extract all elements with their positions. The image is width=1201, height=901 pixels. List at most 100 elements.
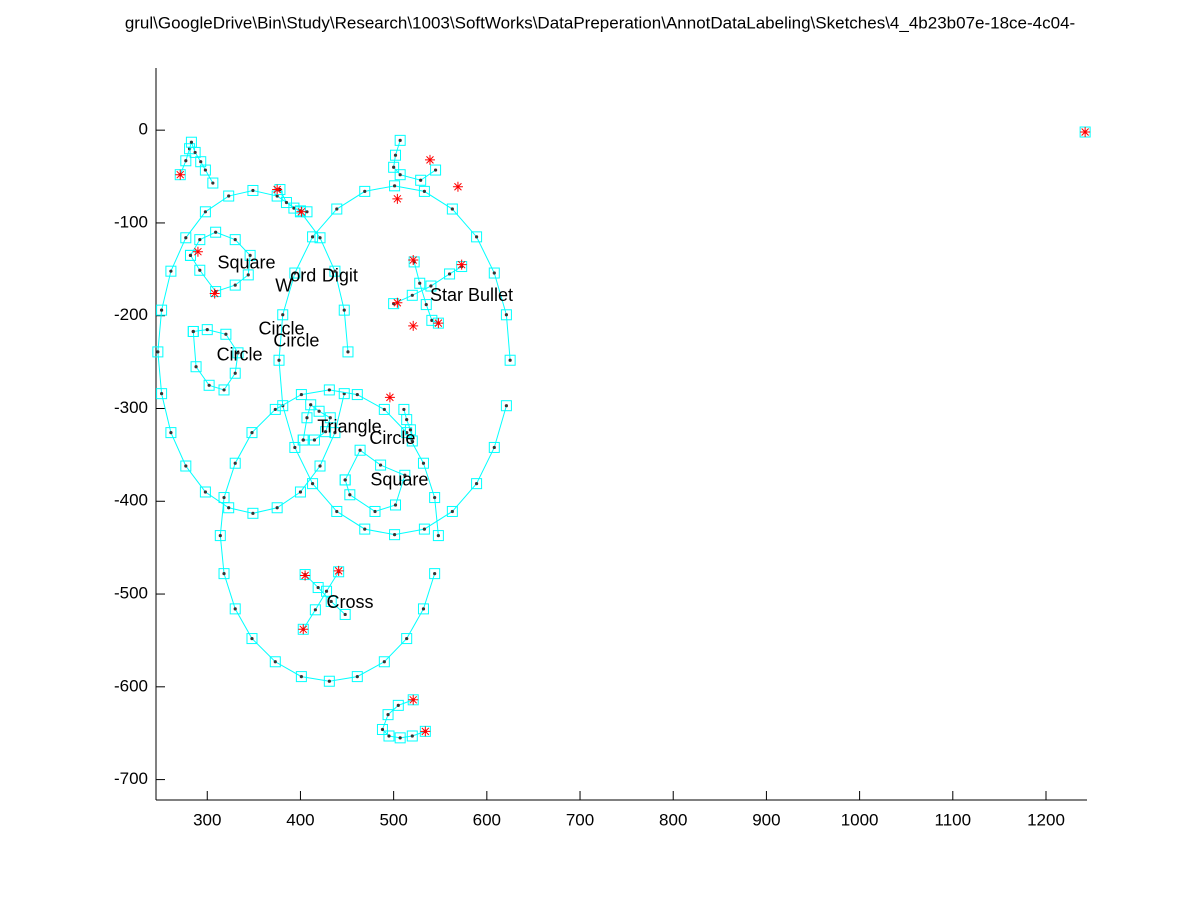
stroke-point bbox=[218, 492, 230, 504]
corner-point bbox=[424, 154, 435, 165]
annotation: Cross bbox=[327, 592, 374, 612]
corner-point bbox=[296, 206, 307, 217]
stroke-dot bbox=[343, 612, 347, 617]
stroke-point bbox=[223, 190, 235, 202]
stroke-point bbox=[187, 325, 199, 337]
stroke-dot bbox=[198, 238, 202, 242]
stroke-dot bbox=[421, 461, 426, 465]
stroke-point bbox=[307, 478, 319, 490]
corners bbox=[175, 127, 1091, 737]
stroke-line bbox=[302, 571, 340, 630]
stroke-point bbox=[331, 203, 343, 215]
stroke-dot bbox=[169, 269, 173, 273]
stroke-dot bbox=[392, 165, 396, 169]
stroke-dot bbox=[327, 679, 331, 683]
stroke-dot bbox=[305, 210, 309, 214]
stroke-point bbox=[314, 232, 326, 244]
stroke-dot bbox=[504, 404, 509, 408]
stroke-point bbox=[339, 474, 351, 486]
annotation: Triangle bbox=[317, 417, 381, 437]
stroke-dot bbox=[342, 308, 346, 312]
stroke-point bbox=[229, 457, 241, 469]
stroke-dot bbox=[312, 438, 317, 442]
stroke-dot bbox=[159, 392, 164, 396]
stroke-point bbox=[229, 234, 241, 246]
stroke-point bbox=[417, 603, 429, 615]
stroke-dot bbox=[250, 431, 254, 435]
stroke-dot bbox=[316, 585, 320, 590]
annotation: ord bbox=[290, 265, 316, 285]
stroke-point bbox=[199, 206, 211, 218]
stroke-point bbox=[242, 269, 254, 281]
stroke-point bbox=[389, 180, 401, 192]
stroke-dot bbox=[227, 506, 231, 510]
stroke-point bbox=[189, 146, 201, 158]
chart-title: grul\GoogleDrive\Bin\Study\Research\1003… bbox=[125, 13, 1075, 32]
stroke-point bbox=[351, 389, 363, 401]
stroke-dot bbox=[433, 572, 437, 576]
stroke-point bbox=[324, 412, 336, 424]
stroke-point bbox=[401, 427, 413, 439]
stroke-dot bbox=[293, 271, 297, 275]
stroke-dot bbox=[207, 383, 211, 387]
stroke-point bbox=[500, 400, 512, 412]
corner-point bbox=[333, 565, 344, 576]
stroke-point bbox=[156, 304, 168, 316]
stroke-dot bbox=[393, 153, 398, 157]
stroke-dot bbox=[211, 181, 215, 185]
stroke-point bbox=[229, 279, 241, 291]
stroke-dot bbox=[233, 607, 237, 611]
stroke-dot bbox=[346, 350, 350, 354]
stroke-dot bbox=[227, 194, 231, 198]
stroke-point bbox=[210, 286, 222, 298]
stroke-dot bbox=[317, 409, 321, 413]
stroke-dot bbox=[299, 392, 303, 397]
stroke-dot bbox=[474, 235, 479, 239]
stroke-dot bbox=[275, 194, 279, 198]
stroke-point bbox=[432, 530, 444, 542]
stroke-dot bbox=[450, 207, 454, 211]
stroke-dot bbox=[433, 168, 438, 172]
stroke-point bbox=[269, 403, 281, 415]
y-tick-label: 0 bbox=[139, 120, 148, 139]
stroke-point bbox=[383, 730, 395, 742]
stroke-point bbox=[394, 169, 406, 181]
stroke-point bbox=[194, 234, 206, 246]
stroke-point bbox=[294, 486, 306, 498]
stroke-point bbox=[288, 202, 300, 214]
stroke-dot bbox=[324, 589, 329, 593]
stroke-point bbox=[408, 256, 420, 268]
stroke-dot bbox=[199, 160, 203, 164]
stroke-point bbox=[295, 389, 307, 401]
stroke-point bbox=[218, 568, 230, 580]
stroke-point bbox=[471, 231, 483, 243]
stroke-point bbox=[414, 277, 426, 289]
corner-point bbox=[408, 255, 419, 266]
corner-point bbox=[298, 624, 309, 635]
y-tick-label: -400 bbox=[114, 491, 148, 510]
stroke-point bbox=[218, 384, 230, 396]
stroke-point bbox=[323, 675, 335, 687]
corner-point bbox=[408, 320, 419, 331]
stroke-point bbox=[203, 379, 215, 391]
stroke-dot bbox=[328, 416, 332, 420]
stroke-dot bbox=[392, 533, 397, 537]
stroke-point bbox=[199, 164, 211, 176]
stroke-point bbox=[297, 434, 309, 446]
corner-point bbox=[192, 246, 203, 257]
stroke-point bbox=[388, 161, 400, 173]
stroke-dot bbox=[250, 636, 254, 641]
stroke-point bbox=[429, 568, 441, 580]
stroke-point bbox=[295, 671, 307, 683]
stroke-dot bbox=[436, 533, 440, 538]
corner-point bbox=[384, 392, 395, 403]
stroke-dot bbox=[403, 473, 407, 477]
stroke-point bbox=[199, 486, 211, 498]
stroke-line bbox=[302, 403, 331, 441]
stroke-dot bbox=[348, 493, 352, 497]
stroke-point bbox=[320, 426, 332, 438]
stroke-point bbox=[229, 603, 241, 615]
stroke-dot bbox=[492, 445, 496, 450]
stroke-dot bbox=[430, 318, 434, 322]
annotation: Star Bullet bbox=[430, 285, 513, 305]
